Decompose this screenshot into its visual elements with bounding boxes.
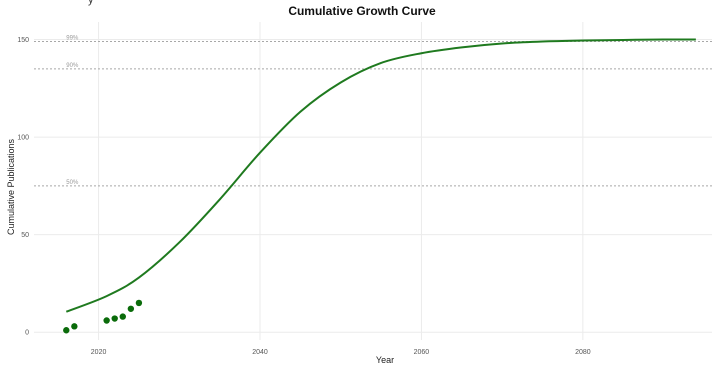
y-tick-label: 150 (17, 37, 29, 44)
observed-data-point (63, 327, 70, 334)
reference-label-90pct: 90% (66, 63, 79, 69)
observed-data-point (103, 317, 110, 324)
x-tick-label: 2060 (414, 349, 430, 356)
observed-data-point (119, 313, 126, 320)
observed-data-point (71, 323, 78, 330)
partial-header-text: y (88, 0, 94, 6)
y-tick-label: 100 (17, 135, 29, 142)
observed-data-point (127, 305, 135, 312)
x-tick-label: 2080 (575, 349, 591, 356)
x-tick-label: 2040 (252, 349, 268, 356)
fitted-curve-line (65, 38, 696, 313)
y-tick-label: 0 (25, 330, 29, 337)
observed-data-point (135, 299, 143, 307)
x-tick-label: 2020 (91, 349, 107, 356)
observed-data-point (111, 315, 118, 322)
y-tick-label: 50 (21, 232, 29, 239)
reference-label-50pct: 50% (66, 180, 79, 186)
y-axis-title: Cumulative Publications (6, 138, 16, 235)
chart-title: Cumulative Growth Curve (288, 4, 436, 18)
reference-label-99pct: 99% (66, 36, 79, 42)
x-axis-title: Year (376, 355, 394, 365)
